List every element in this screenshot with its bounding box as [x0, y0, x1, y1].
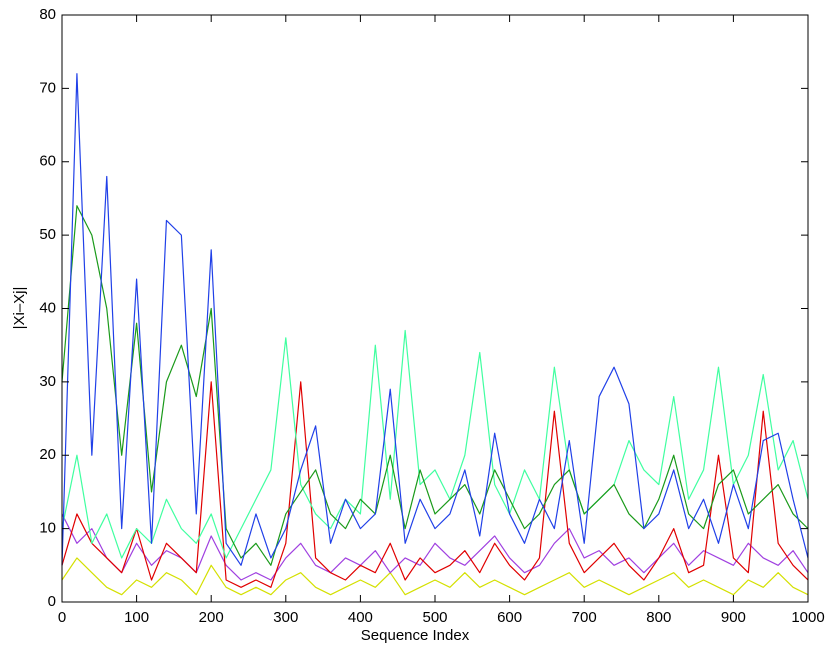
y-tick-label: 0	[48, 593, 56, 610]
x-tick-label: 700	[572, 609, 597, 626]
x-tick-label: 600	[497, 609, 522, 626]
plot-frame	[61, 14, 809, 603]
x-tick-label: 500	[422, 609, 447, 626]
y-tick-label: 30	[39, 373, 56, 390]
x-tick-label: 300	[273, 609, 298, 626]
x-tick-label: 1000	[791, 609, 824, 626]
y-tick-label: 80	[39, 6, 56, 23]
data-line	[61, 381, 809, 588]
plot-area	[61, 14, 809, 603]
data-line	[61, 205, 809, 566]
x-tick-label: 900	[721, 609, 746, 626]
y-tick-label: 50	[39, 226, 56, 243]
y-tick-label: 70	[39, 79, 56, 96]
x-axis-label: Sequence Index	[361, 627, 470, 644]
y-tick-label: 10	[39, 520, 56, 537]
x-tick-label: 400	[348, 609, 373, 626]
y-tick-label: 40	[39, 299, 56, 316]
y-tick-label: 60	[39, 153, 56, 170]
data-line	[61, 557, 809, 596]
x-tick-label: 0	[58, 609, 66, 626]
x-tick-label: 800	[646, 609, 671, 626]
x-tick-label: 100	[124, 609, 149, 626]
data-line	[61, 329, 809, 559]
y-axis-label: |Xi–Xj|	[11, 287, 28, 330]
y-tick-label: 20	[39, 446, 56, 463]
data-line	[61, 73, 809, 566]
x-tick-label: 200	[199, 609, 224, 626]
